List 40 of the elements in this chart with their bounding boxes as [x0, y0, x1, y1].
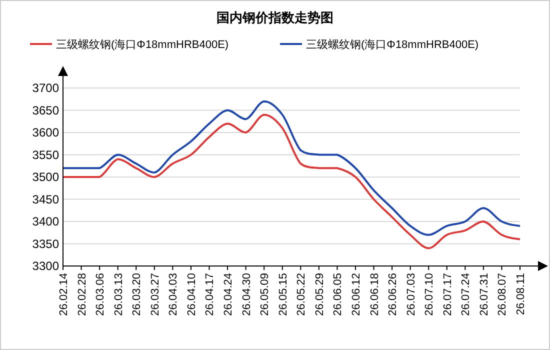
line-series — [62, 100, 521, 236]
y-tick-label: 3450 — [32, 192, 60, 206]
x-tick-label: 26.03.13 — [112, 273, 125, 316]
y-tick-label: 3600 — [32, 126, 60, 140]
x-tick-label: 26.07.17 — [442, 273, 454, 316]
y-tick-label: 3350 — [32, 236, 60, 251]
x-tick-label: 26.05.15 — [277, 273, 290, 316]
y-tick-label: 3300 — [32, 259, 60, 273]
x-tick-label: 26.06.18 — [368, 273, 381, 316]
x-tick-label: 26.06.05 — [332, 273, 344, 316]
legend-label: 三级螺纹钢(海口Φ18mmHRB400E) — [56, 38, 229, 51]
x-tick-label: 26.03.20 — [131, 273, 144, 316]
x-tick-label: 26.03.06 — [94, 273, 107, 316]
line-series — [62, 114, 521, 250]
x-tick-label: 26.02.14 — [58, 273, 70, 316]
y-tick-label: 3650 — [32, 103, 60, 118]
y-tick-label: 3550 — [32, 148, 60, 162]
y-tick-label: 3700 — [32, 81, 60, 95]
x-tick-label: 26.04.17 — [204, 273, 216, 316]
x-tick-label: 26.07.10 — [424, 273, 436, 316]
x-tick-label: 26.04.03 — [168, 273, 180, 316]
y-tick-label: 3400 — [32, 214, 60, 228]
x-tick-label: 26.08.07 — [496, 273, 509, 316]
x-tick-label: 26.06.26 — [387, 273, 400, 316]
x-tick-label: 26.04.24 — [222, 273, 235, 316]
x-tick-label: 26.07.03 — [405, 273, 418, 316]
x-tick-label: 26.03.27 — [149, 273, 162, 316]
x-tick-label: 26.05.29 — [314, 273, 326, 316]
y-tick-label: 3500 — [32, 170, 60, 184]
x-tick-label: 26.02.28 — [76, 273, 88, 316]
x-tick-label: 26.05.22 — [296, 273, 308, 316]
x-tick-label: 26.06.12 — [350, 273, 362, 316]
x-tick-label: 26.04.10 — [186, 273, 198, 316]
x-tick-label: 26.07.24 — [460, 273, 472, 316]
legend-label: 三级螺纹钢(海口Φ18mmHRB400E) — [306, 38, 479, 51]
x-tick-label: 26.08.11 — [515, 273, 527, 316]
x-tick-label: 26.05.09 — [259, 273, 272, 316]
chart-title: 国内钢价指数走势图 — [216, 10, 334, 25]
x-tick-label: 26.07.31 — [478, 273, 490, 316]
x-tick-label: 26.04.30 — [240, 273, 253, 316]
